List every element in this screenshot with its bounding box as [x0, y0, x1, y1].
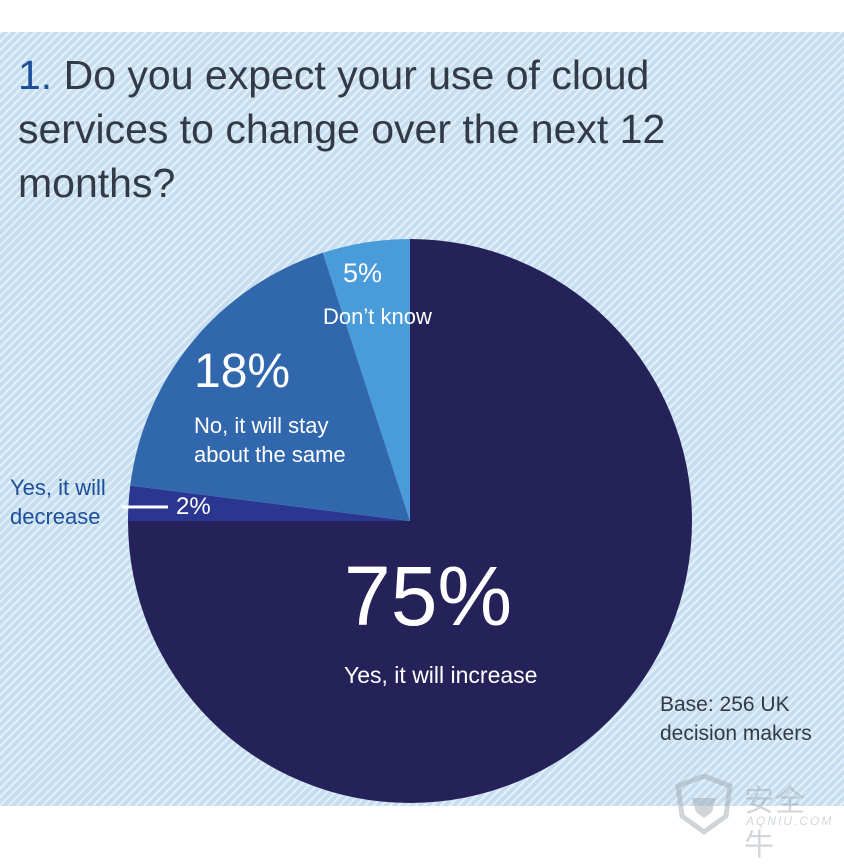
- slice-decrease-percent: 2%: [176, 493, 211, 520]
- slice-decrease-label-line-2: decrease: [10, 504, 101, 529]
- base-note: Base: 256 UK decision makers: [660, 690, 812, 748]
- question-number: 1.: [18, 52, 53, 98]
- slice-dontknow-label: Don’t know: [323, 304, 432, 329]
- slice-same-percent: 18%: [194, 345, 291, 398]
- slice-increase-label: Yes, it will increase: [344, 662, 538, 688]
- slice-increase-percent: 75%: [344, 549, 513, 643]
- slice-decrease-label-line-1: Yes, it will: [10, 475, 106, 500]
- pie-slice-1: [128, 485, 410, 521]
- shield-logo-icon: [675, 773, 733, 836]
- base-note-line-2: decision makers: [660, 722, 812, 745]
- slice-same-label-line-1: No, it will stay: [194, 413, 329, 438]
- pie-slice-3: [322, 239, 410, 521]
- watermark-english-text: AQNIU.COM: [746, 814, 834, 828]
- pie-chart: [122, 239, 692, 803]
- slice-same-label-line-2: about the same: [194, 442, 346, 467]
- pie-slice-2: [130, 252, 411, 521]
- chart-title: 1. Do you expect your use of cloud servi…: [18, 48, 818, 210]
- slice-dontknow-percent: 5%: [343, 258, 383, 288]
- title-line-2: services to change over the next 12: [18, 106, 666, 152]
- base-note-line-1: Base: 256 UK: [660, 693, 790, 716]
- title-line-3: months?: [18, 160, 176, 206]
- title-line-1: Do you expect your use of cloud: [63, 52, 650, 98]
- watermark: 安全牛 AQNIU.COM: [672, 772, 834, 862]
